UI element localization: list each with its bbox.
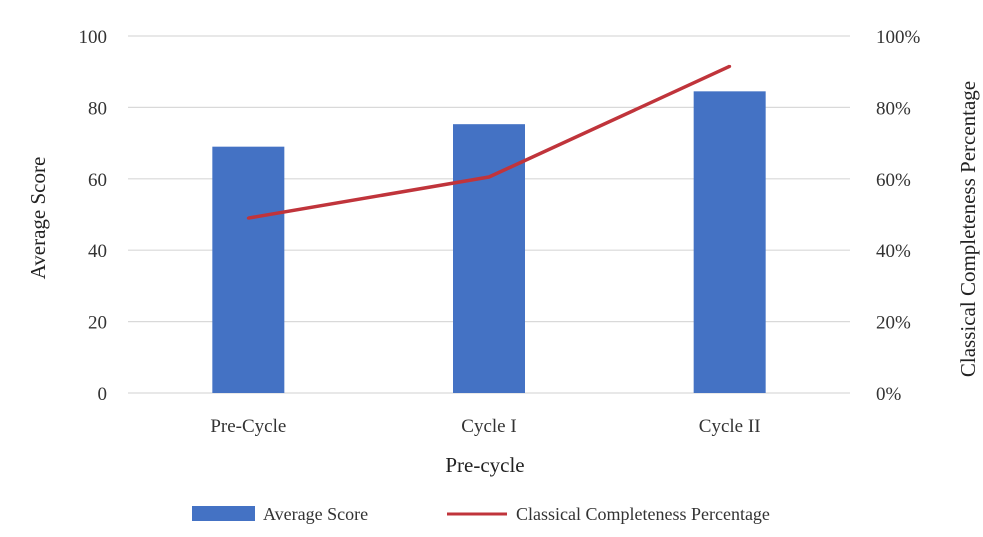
bar-cycle-i [453, 124, 525, 393]
legend-label-average-score: Average Score [263, 504, 368, 524]
legend: Average Score Classical Completeness Per… [192, 504, 770, 524]
y2-axis-title: Classical Completeness Percentage [956, 81, 980, 377]
bar-pre-cycle [212, 146, 285, 393]
y2-tick-label: 100% [876, 27, 921, 48]
line-point [728, 64, 732, 68]
x-tick-label: Cycle II [699, 416, 761, 437]
y-tick-label: 40 [88, 241, 107, 262]
y2-axis-ticks: 0% 20% 40% 60% 80% 100% [876, 27, 921, 405]
y2-tick-label: 60% [876, 170, 911, 191]
y-axis-title: Average Score [26, 157, 50, 280]
y2-tick-label: 80% [876, 98, 911, 119]
line-point [487, 175, 491, 179]
legend-swatch-bar [192, 506, 255, 521]
y-tick-label: 60 [88, 170, 107, 191]
y2-tick-label: 0% [876, 384, 902, 405]
line-series [246, 64, 732, 220]
y-tick-label: 80 [88, 98, 107, 119]
y2-tick-label: 40% [876, 241, 911, 262]
y-tick-label: 100 [79, 27, 108, 48]
y-tick-label: 20 [88, 313, 107, 334]
x-tick-label: Cycle I [461, 416, 516, 437]
bars [212, 91, 766, 394]
x-axis-title: Pre-cycle [445, 453, 524, 477]
legend-label-classical-completeness: Classical Completeness Percentage [516, 504, 770, 524]
x-axis-ticks: Pre-Cycle Cycle I Cycle II [210, 416, 760, 437]
y2-tick-label: 20% [876, 313, 911, 334]
y-axis-ticks: 0 20 40 60 80 100 [79, 27, 108, 405]
x-tick-label: Pre-Cycle [210, 416, 286, 437]
y-tick-label: 0 [98, 384, 108, 405]
line-point [246, 216, 250, 220]
bar-cycle-ii [693, 91, 766, 394]
